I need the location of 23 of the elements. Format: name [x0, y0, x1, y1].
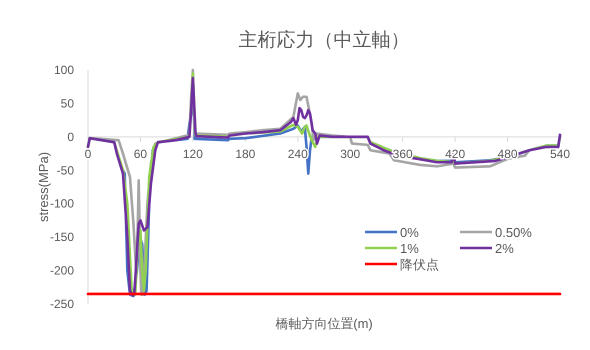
legend-label: 0% — [400, 225, 420, 240]
x-axis-title: 橋軸方向位置(m) — [275, 316, 373, 331]
chart-title: 主桁応力（中立軸） — [238, 29, 410, 51]
y-tick-label: -200 — [50, 264, 74, 278]
y-tick-label: 100 — [54, 63, 74, 77]
legend-label: 降伏点 — [400, 257, 439, 272]
legend-label: 0.50% — [495, 225, 532, 240]
y-tick-label: 50 — [60, 96, 74, 110]
y-axis-title: stress(MPa) — [36, 152, 51, 222]
y-tick-label: 0 — [67, 130, 74, 144]
x-tick-label: 360 — [392, 146, 413, 161]
x-tick-label: 180 — [235, 146, 256, 161]
legend-label: 2% — [495, 241, 514, 256]
x-tick-label: 300 — [340, 146, 361, 161]
y-tick-label: -50 — [56, 163, 74, 178]
x-tick-label: 60 — [134, 146, 148, 161]
y-tick-label: -150 — [50, 230, 74, 244]
legend-label: 1% — [400, 241, 420, 256]
x-tick-label: 120 — [182, 146, 204, 161]
x-tick-label: 0 — [84, 146, 92, 161]
y-tick-label: -100 — [50, 196, 74, 211]
y-tick-label: -250 — [50, 297, 74, 311]
x-tick-label: 540 — [550, 146, 570, 161]
